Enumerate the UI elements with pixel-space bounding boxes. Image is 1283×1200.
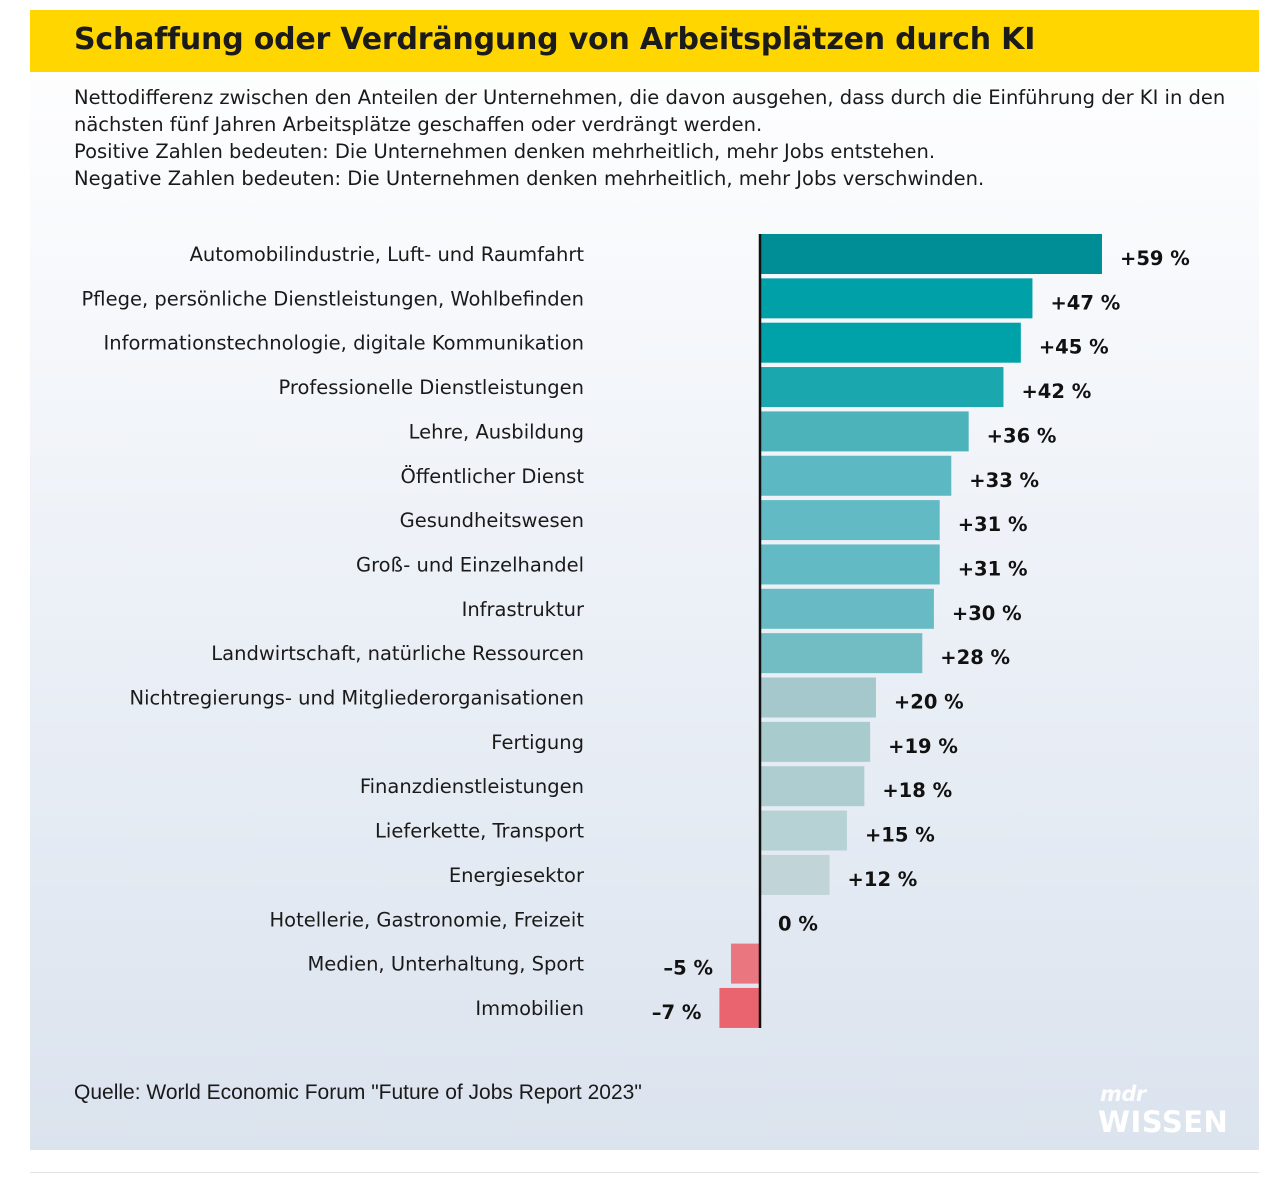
value-label: +36 % (987, 424, 1057, 447)
value-label: +19 % (888, 735, 958, 758)
category-label: Infrastruktur (462, 598, 585, 621)
category-label: Lehre, Ausbildung (409, 420, 584, 443)
value-label: +30 % (952, 602, 1022, 625)
bar (760, 367, 1004, 408)
bar (760, 677, 876, 718)
bar (760, 721, 871, 762)
category-label: Medien, Unterhaltung, Sport (307, 953, 584, 976)
value-label: +18 % (882, 779, 952, 802)
chart-title: Schaffung oder Verdrängung von Arbeitspl… (74, 22, 1036, 57)
bar (760, 455, 952, 496)
value-label: +15 % (865, 824, 935, 847)
category-label: Pflege, persönliche Dienstleistungen, Wo… (82, 287, 584, 310)
category-label: Nichtregierungs- und Mitgliederorganisat… (130, 687, 585, 710)
value-label: +47 % (1050, 291, 1120, 314)
title-bar: Schaffung oder Verdrängung von Arbeitspl… (30, 10, 1259, 72)
description-line: Positive Zahlen bedeuten: Die Unternehme… (74, 140, 936, 163)
category-label: Öffentlicher Dienst (400, 465, 584, 488)
category-label: Finanzdienstleistungen (360, 775, 584, 798)
category-label: Professionelle Dienstleistungen (278, 376, 584, 399)
logo-mdr: mdr (1100, 1082, 1146, 1106)
logo-wissen: WISSEN (1098, 1105, 1229, 1139)
bar (760, 854, 830, 895)
category-label: Informationstechnologie, digitale Kommun… (103, 332, 584, 355)
description-line: nächsten fünf Jahren Arbeitsplätze gesch… (74, 113, 763, 136)
category-label: Hotellerie, Gastronomie, Freizeit (270, 908, 585, 931)
bar (760, 810, 847, 851)
category-label: Immobilien (475, 997, 584, 1020)
bar (760, 278, 1033, 319)
category-label: Landwirtschaft, natürliche Ressourcen (211, 642, 584, 665)
value-label: +31 % (958, 557, 1028, 580)
chart-description: Nettodifferenz zwischen den Anteilen der… (74, 84, 1234, 192)
chart-card: Schaffung oder Verdrängung von Arbeitspl… (30, 10, 1259, 1150)
bar (760, 411, 969, 452)
bar (760, 500, 940, 541)
value-label: –5 % (663, 957, 713, 980)
value-label: +42 % (1021, 380, 1091, 403)
description-line: Nettodifferenz zwischen den Anteilen der… (74, 86, 1226, 109)
value-label: +33 % (969, 469, 1039, 492)
footer-divider (30, 1172, 1259, 1173)
value-label: +12 % (848, 868, 918, 891)
value-label: –7 % (652, 1001, 702, 1024)
category-label: Energiesektor (449, 864, 585, 887)
value-label: +20 % (894, 691, 964, 714)
value-label: 0 % (778, 912, 818, 935)
mdr-wissen-logo: mdr WISSEN (1098, 1082, 1228, 1142)
source-note: Quelle: World Economic Forum "Future of … (74, 1081, 642, 1104)
value-label: +28 % (940, 646, 1010, 669)
bar (731, 943, 760, 984)
category-label: Fertigung (491, 731, 584, 754)
bar (760, 588, 934, 629)
bar (760, 322, 1021, 363)
value-label: +59 % (1120, 247, 1190, 270)
category-label: Gesundheitswesen (400, 509, 584, 532)
value-label: +31 % (958, 513, 1028, 536)
category-label: Groß- und Einzelhandel (356, 553, 584, 576)
category-label: Automobilindustrie, Luft- und Raumfahrt (190, 243, 585, 266)
bar (760, 544, 940, 585)
bar (760, 234, 1102, 274)
value-label: +45 % (1039, 336, 1109, 359)
bar (760, 766, 865, 807)
category-label: Lieferkette, Transport (375, 820, 584, 843)
bar (719, 987, 760, 1028)
description-line: Negative Zahlen bedeuten: Die Unternehme… (74, 167, 985, 190)
bar (760, 633, 923, 674)
